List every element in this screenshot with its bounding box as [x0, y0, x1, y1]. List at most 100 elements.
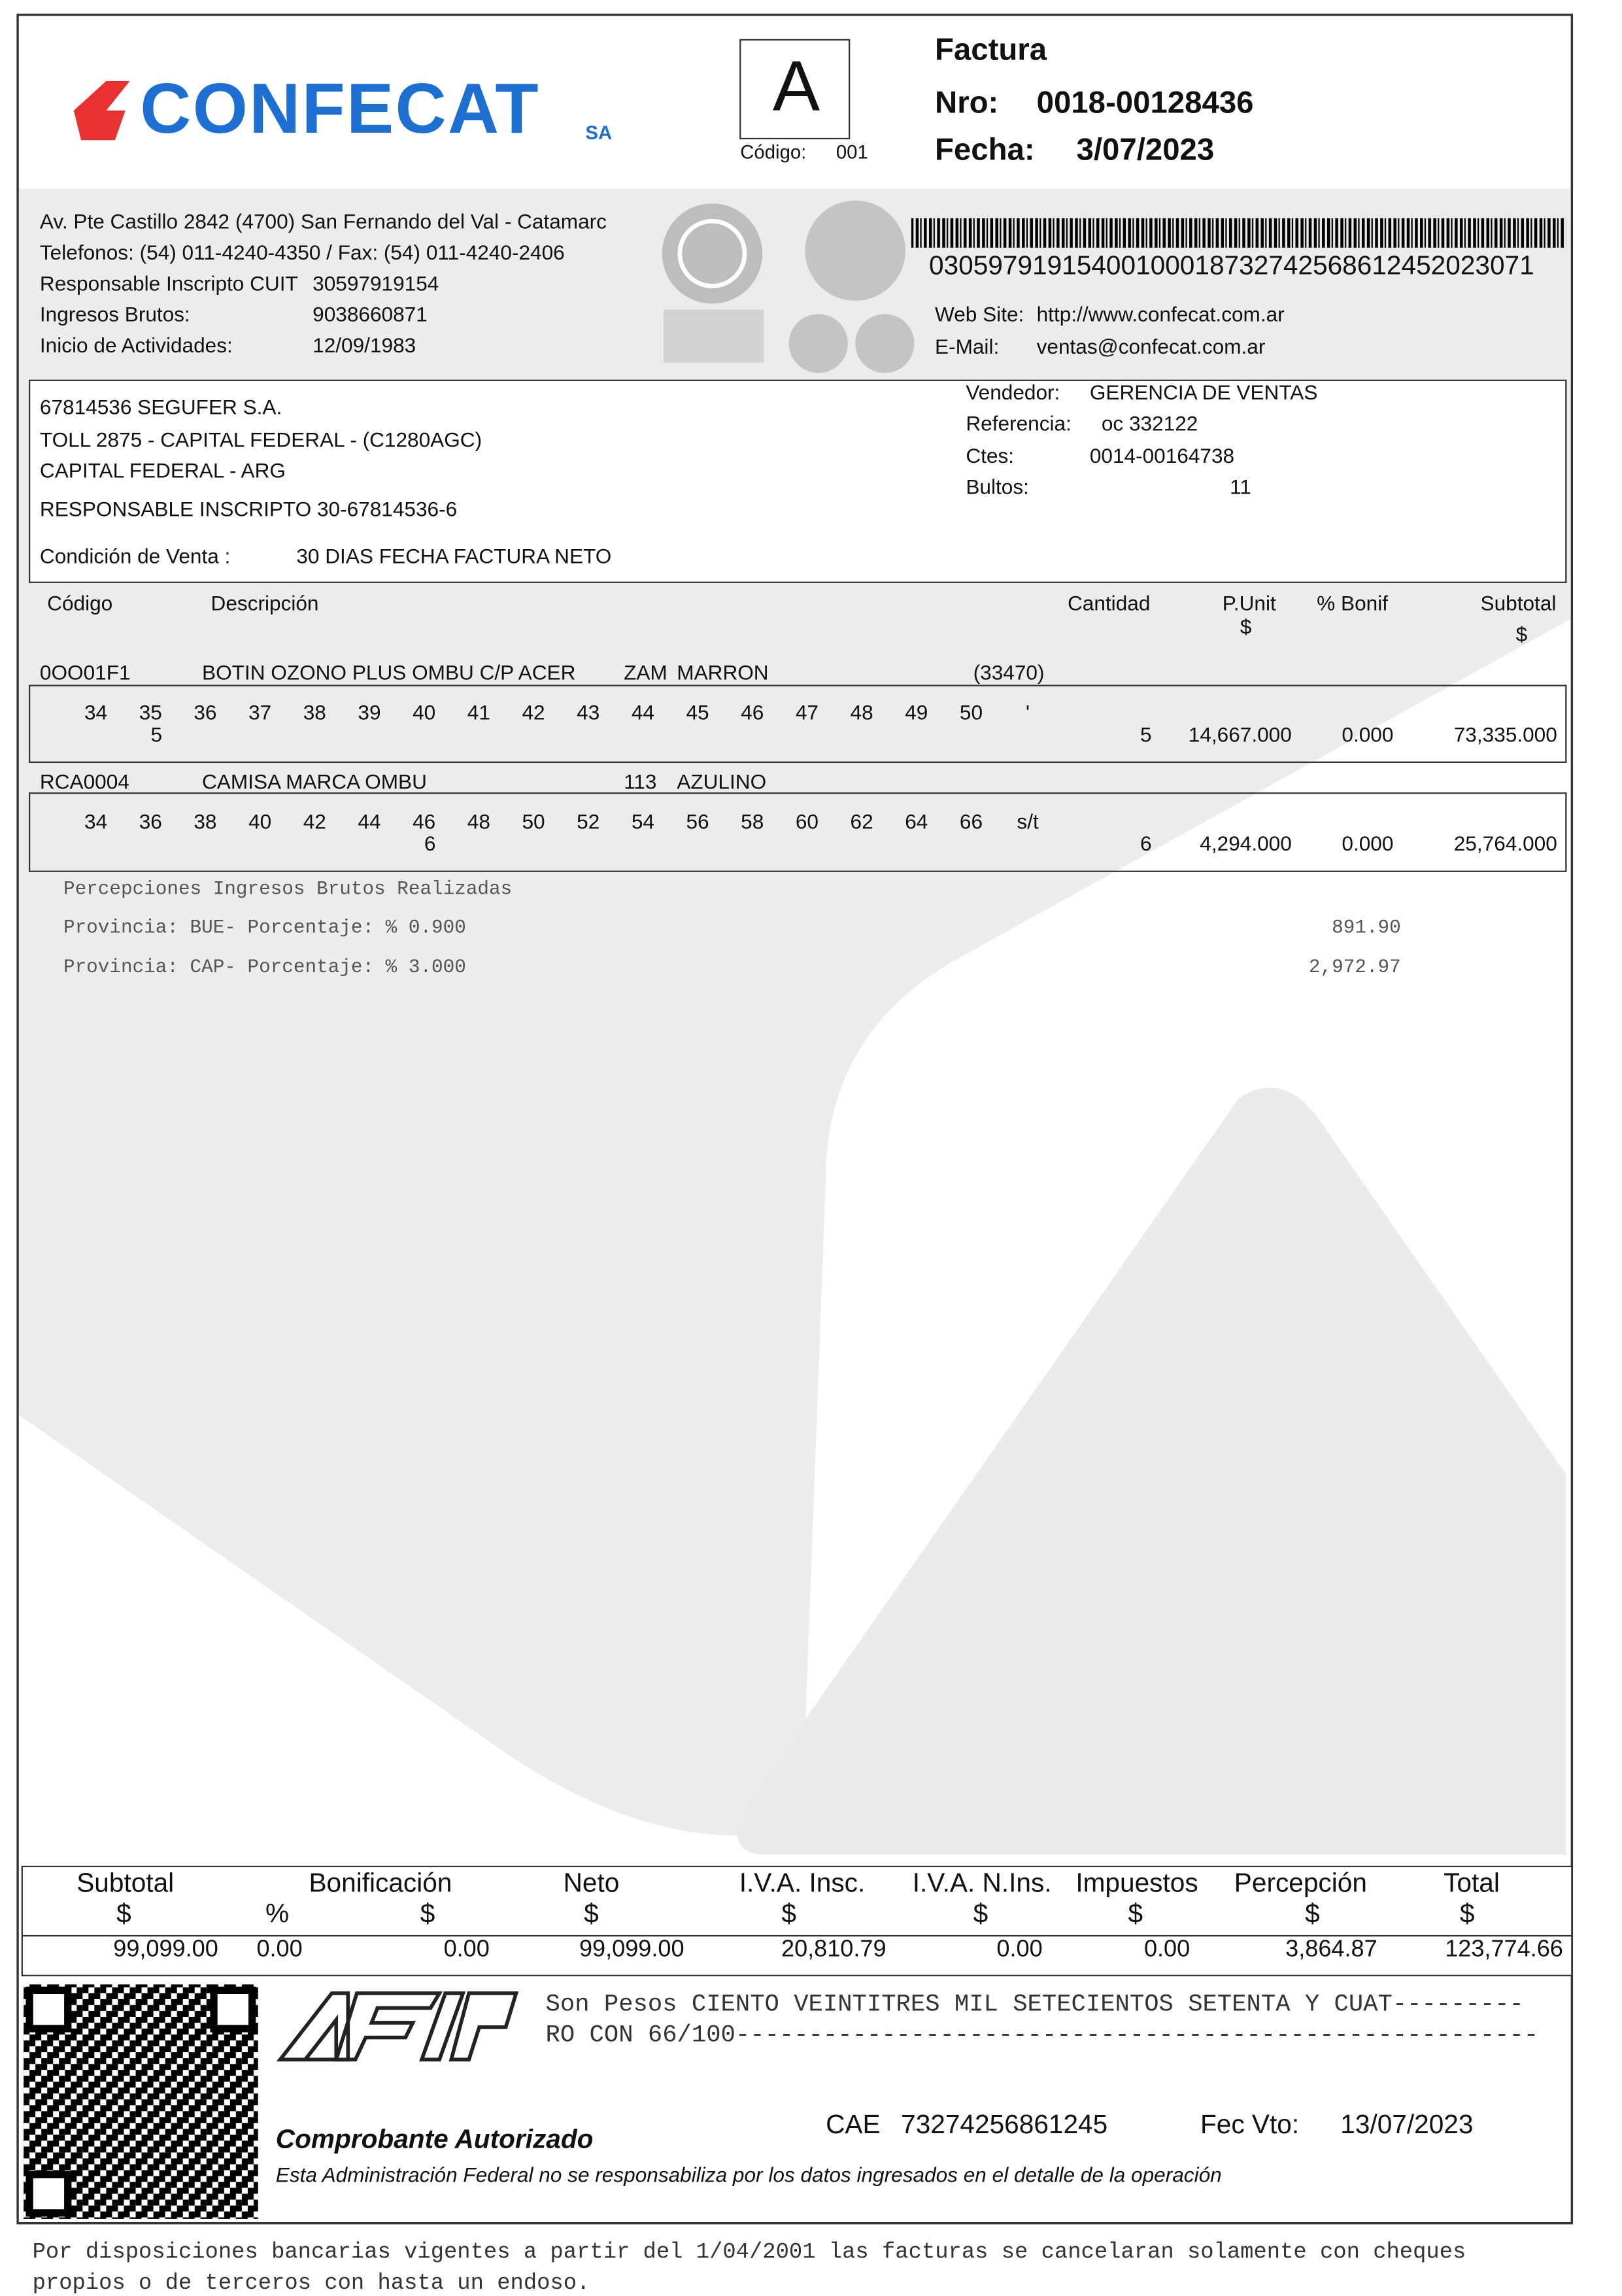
cert-logo: [805, 200, 905, 301]
cert-logo: [662, 203, 763, 304]
totals-header: Bonificación: [309, 1868, 452, 1898]
totals-unit: $: [973, 1899, 988, 1929]
size: 48: [850, 700, 873, 724]
totals-unit: $: [1459, 1899, 1475, 1929]
item-unit-price: 4,294.000: [1200, 831, 1292, 855]
size: 54: [631, 809, 654, 834]
size: 46: [741, 700, 764, 724]
item-color: MARRON: [677, 660, 769, 684]
web: http://www.confecat.com.ar: [1036, 302, 1285, 326]
size: 38: [194, 809, 217, 834]
authorized: Comprobante Autorizado: [275, 2124, 594, 2154]
start-label: Inicio de Actividades:: [39, 333, 233, 357]
qr-finder: [25, 1986, 72, 2033]
item-subtotal: 73,335.000: [1453, 722, 1557, 747]
col-discount: % Bonif: [1317, 591, 1388, 615]
afip-disclaimer: Esta Administración Federal no se respon…: [275, 2163, 1222, 2187]
issuer-address: Av. Pte Castillo 2842 (4700) San Fernand…: [39, 209, 607, 233]
client-name: 67814536 SEGUFER S.A.: [39, 395, 282, 419]
size: 44: [358, 809, 381, 834]
item-discount: 0.000: [1342, 722, 1394, 747]
totals-header: Total: [1444, 1868, 1500, 1898]
terms-label: Condición de Venta :: [39, 544, 231, 568]
client-box: [28, 379, 1567, 583]
totals-unit: $: [1305, 1899, 1320, 1929]
afip-logo: [276, 1991, 519, 2062]
item-unit-price: 14,667.000: [1188, 722, 1292, 747]
qr-finder: [210, 1986, 256, 2033]
item-code: 0OO01F1: [39, 660, 131, 684]
cuit: 30597919154: [313, 271, 439, 295]
totals-unit: %: [265, 1899, 290, 1929]
totals-unit: $: [116, 1899, 131, 1929]
cert-logo: [788, 314, 848, 373]
item-reference: (33470): [973, 660, 1045, 684]
size: 38: [303, 700, 326, 724]
item-color: AZULINO: [677, 769, 767, 794]
ref-label: Referencia:: [966, 411, 1072, 435]
cae-label: CAE: [826, 2110, 881, 2140]
totals-unit: $: [584, 1899, 599, 1929]
size: ': [1026, 700, 1030, 724]
gross-label: Ingresos Brutos:: [39, 302, 190, 326]
size: 56: [686, 809, 709, 834]
size: 34: [84, 700, 108, 724]
doc-type: Factura: [934, 33, 1047, 67]
footer-note: propios o de terceros con hasta un endos…: [32, 2271, 590, 2296]
barcode: [911, 218, 1566, 248]
watermark: [737, 1087, 1566, 1855]
size: 44: [631, 700, 654, 724]
item-box: [28, 684, 1567, 764]
size: 60: [795, 809, 819, 834]
size: 36: [139, 809, 162, 834]
totals-value: 99,099.00: [113, 1937, 218, 1963]
cert-logo: [855, 314, 915, 373]
size: 39: [358, 700, 381, 724]
totals-value: 0.00: [443, 1937, 490, 1963]
totals-header: Percepción: [1234, 1868, 1367, 1898]
gross: 9038660871: [313, 302, 428, 326]
size: 50: [959, 700, 983, 724]
size: 52: [577, 809, 600, 834]
item-description: CAMISA MARCA OMBU: [202, 769, 427, 794]
size: 36: [194, 700, 217, 724]
item-subtotal: 25,764.000: [1453, 831, 1557, 855]
totals-header: I.V.A. N.Ins.: [912, 1868, 1052, 1898]
start: 12/09/1983: [313, 333, 416, 357]
size: 50: [522, 809, 545, 834]
client-tax: RESPONSABLE INSCRIPTO 30-67814536-6: [39, 496, 458, 521]
number-label: Nro:: [934, 86, 999, 120]
totals-value: 99,099.00: [579, 1937, 684, 1963]
client-address: TOLL 2875 - CAPITAL FEDERAL - (C1280AGC): [39, 427, 482, 452]
size: 64: [905, 809, 928, 834]
perceptions-title: Percepciones Ingresos Brutos Realizadas: [63, 877, 513, 900]
ctes-label: Ctes:: [966, 443, 1015, 467]
totals-header: Neto: [563, 1868, 620, 1898]
cae: 73274256861245: [901, 2110, 1108, 2140]
col-description: Descripción: [211, 591, 319, 615]
perception-amount: 2,972.97: [1308, 956, 1401, 979]
ref: oc 332122: [1101, 411, 1198, 435]
size: 45: [686, 700, 709, 724]
size: 40: [248, 809, 272, 834]
size: 37: [248, 700, 272, 724]
totals-unit: $: [781, 1899, 796, 1929]
web-label: Web Site:: [934, 302, 1024, 326]
totals-value: 0.00: [1143, 1937, 1191, 1963]
item-description: BOTIN OZONO PLUS OMBU C/P ACER: [202, 660, 576, 684]
packages: 11: [1230, 475, 1251, 499]
email: ventas@confecat.com.ar: [1036, 334, 1266, 358]
amount-words: Son Pesos CIENTO VEINTITRES MIL SETECIEN…: [545, 1989, 1524, 2018]
date-label: Fecha:: [934, 133, 1035, 167]
item-quantity: 6: [1140, 831, 1152, 855]
item-variant: 113: [624, 769, 657, 794]
totals-value: 0.00: [996, 1937, 1043, 1963]
terms: 30 DIAS FECHA FACTURA NETO: [296, 544, 612, 568]
seller-label: Vendedor:: [966, 380, 1060, 404]
barcode-number: 0305979191540010001873274256861245202307…: [928, 250, 1534, 280]
number: 0018-00128436: [1036, 86, 1254, 120]
logo-mark: [73, 81, 130, 141]
